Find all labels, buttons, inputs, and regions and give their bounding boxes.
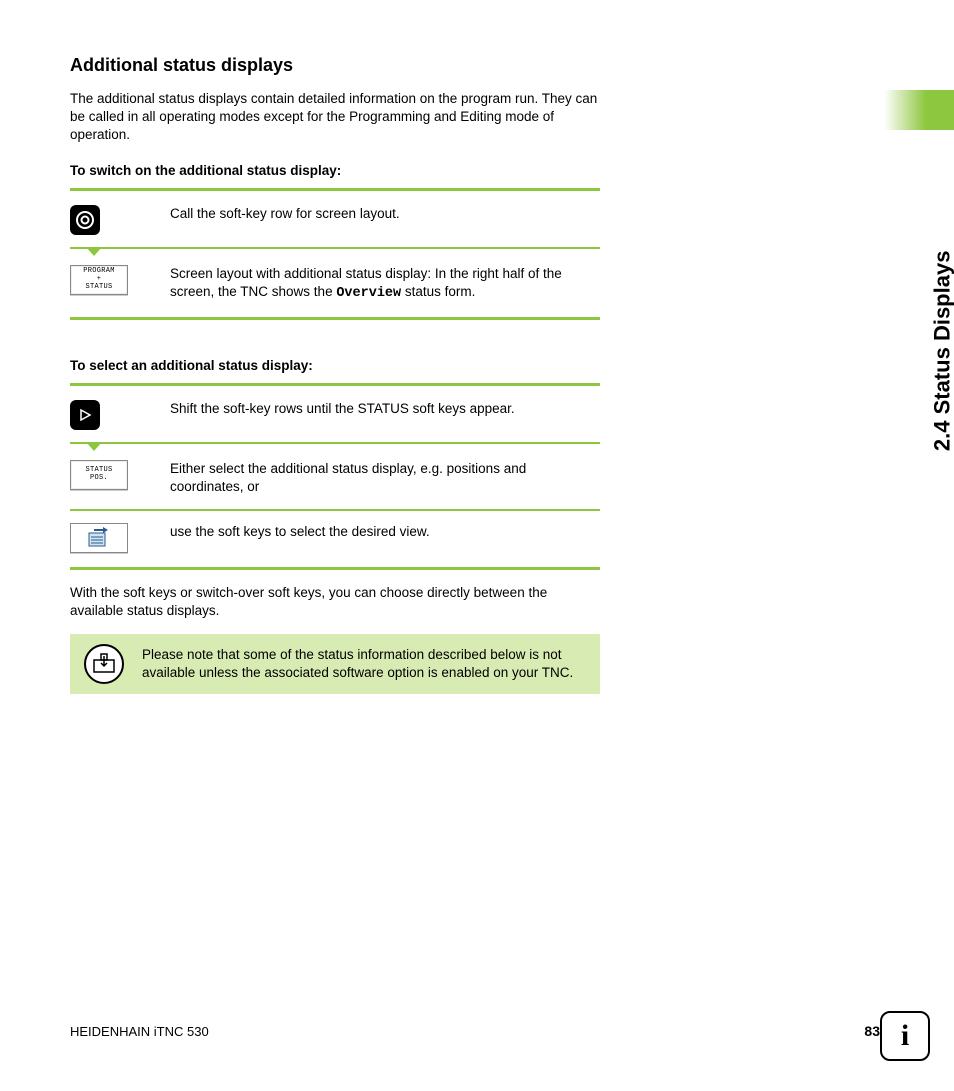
softkey-label: STATUS xyxy=(85,284,112,292)
side-tab-accent xyxy=(884,90,954,130)
step-row: Call the soft-key row for screen layout. xyxy=(70,201,600,239)
page-number: 83 xyxy=(864,1023,880,1039)
step-text: Screen layout with additional status dis… xyxy=(160,265,600,303)
divider xyxy=(70,567,600,570)
view-softkey-icon xyxy=(70,523,130,553)
step-text: Either select the additional status disp… xyxy=(160,460,600,496)
divider xyxy=(70,317,600,320)
section1-title: To switch on the additional status displ… xyxy=(70,163,600,178)
screen-layout-key-icon xyxy=(70,205,130,235)
step-row: PROGRAM + STATUS Screen layout with addi… xyxy=(70,261,600,307)
divider xyxy=(70,509,600,511)
text-mono: Overview xyxy=(336,286,401,301)
status-pos-softkey-icon: STATUS POS. xyxy=(70,460,130,490)
note-icon xyxy=(84,644,124,684)
step-row: use the soft keys to select the desired … xyxy=(70,519,600,557)
intro-paragraph: The additional status displays contain d… xyxy=(70,90,600,145)
program-status-softkey-icon: PROGRAM + STATUS xyxy=(70,265,130,295)
step-text: use the soft keys to select the desired … xyxy=(160,523,600,541)
step-text: Call the soft-key row for screen layout. xyxy=(160,205,600,223)
shift-key-icon xyxy=(70,400,130,430)
text-part: status form. xyxy=(401,284,475,299)
divider-arrow xyxy=(70,247,600,249)
note-box: Please note that some of the status info… xyxy=(70,634,600,694)
divider xyxy=(70,383,600,386)
step-text: Shift the soft-key rows until the STATUS… xyxy=(160,400,600,418)
softkey-label: POS. xyxy=(90,475,108,483)
info-badge-icon: i xyxy=(880,1011,930,1061)
side-tab-label: 2.4 Status Displays xyxy=(924,251,954,452)
section2-title: To select an additional status display: xyxy=(70,358,600,373)
side-tab: 2.4 Status Displays xyxy=(884,50,924,310)
divider-arrow xyxy=(70,442,600,444)
page-footer: HEIDENHAIN iTNC 530 83 xyxy=(70,1023,880,1039)
step-row: Shift the soft-key rows until the STATUS… xyxy=(70,396,600,434)
footer-left: HEIDENHAIN iTNC 530 xyxy=(70,1024,209,1039)
note-text: Please note that some of the status info… xyxy=(142,646,586,681)
main-content: Additional status displays The additiona… xyxy=(70,55,600,694)
page-heading: Additional status displays xyxy=(70,55,600,76)
divider xyxy=(70,188,600,191)
after-paragraph: With the soft keys or switch-over soft k… xyxy=(70,584,600,620)
step-row: STATUS POS. Either select the additional… xyxy=(70,456,600,500)
